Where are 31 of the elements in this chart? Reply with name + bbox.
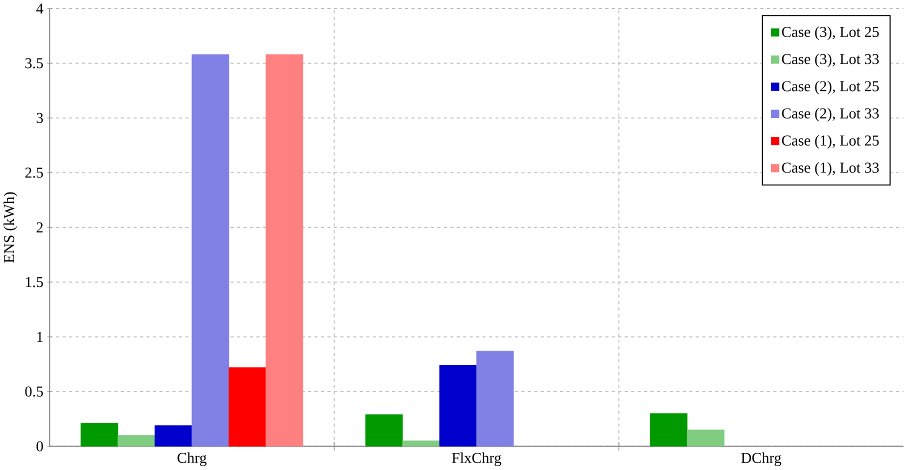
y-tick-label: 0 — [36, 441, 43, 452]
y-tick-label: 3.5 — [25, 58, 43, 69]
y-tick-label: 1 — [37, 332, 43, 342]
bar — [228, 367, 266, 447]
legend-label: Case (3), Lot 25 — [782, 26, 879, 40]
y-tick-label: 0.5 — [25, 386, 43, 397]
y-tick-label: 4 — [36, 4, 44, 14]
y-tick-label: 2.5 — [25, 168, 43, 178]
legend-label: Case (2), Lot 25 — [782, 80, 879, 95]
bar — [402, 440, 440, 447]
legend-label: Case (1), Lot 25 — [782, 135, 879, 149]
bar — [192, 54, 230, 447]
y-axis-title: ENS (kWh) — [4, 192, 18, 263]
legend-label: Case (3), Lot 33 — [782, 54, 879, 68]
legend-label: Case (1), Lot 33 — [782, 162, 879, 176]
bar — [118, 435, 156, 447]
x-tick-label: DChrg — [741, 452, 782, 466]
legend-label: Case (2), Lot 33 — [782, 108, 879, 122]
y-tick-label: 3 — [36, 113, 43, 124]
bar — [686, 430, 724, 447]
bar — [439, 365, 477, 447]
x-tick-label: FlxChrg — [452, 452, 502, 466]
bar — [154, 425, 192, 447]
y-tick-label: 2 — [36, 222, 43, 233]
bar — [476, 351, 514, 447]
y-tick-label: 1.5 — [26, 277, 43, 288]
bar — [80, 423, 118, 447]
bar — [266, 54, 304, 447]
bar — [650, 413, 688, 447]
bar — [365, 414, 403, 447]
x-tick-label: Chrg — [178, 452, 207, 466]
